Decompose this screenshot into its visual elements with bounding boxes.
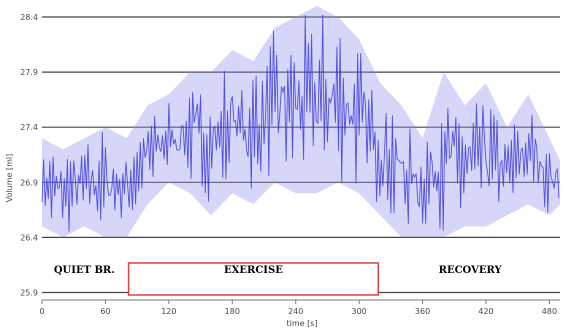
- exercise-box: [127, 262, 380, 296]
- phase-label: RECOVERY: [439, 265, 503, 276]
- y-axis: 25.9 26.4 26.9 27.4 27.9 28.4: [20, 13, 38, 297]
- x-axis-title: time [s]: [286, 319, 317, 328]
- x-tick-label: 480: [542, 307, 557, 316]
- x-tick-label: 240: [288, 307, 303, 316]
- y-tick-label: 28.4: [20, 13, 38, 22]
- x-tick-label: 120: [161, 307, 176, 316]
- x-tick-label: 300: [352, 307, 367, 316]
- grid-lines: [42, 16, 560, 294]
- y-tick-label: 27.9: [20, 68, 38, 77]
- phase-label: QUIET BR.: [54, 265, 115, 276]
- phase-label: EXERCISE: [224, 265, 283, 276]
- volume-series: [41, 6, 560, 238]
- y-tick-label: 26.4: [20, 233, 38, 242]
- x-tick-label: 180: [225, 307, 240, 316]
- y-tick-label: 25.9: [20, 288, 38, 297]
- y-tick-label: 27.4: [20, 123, 38, 132]
- x-tick-label: 60: [100, 307, 110, 316]
- x-tick-label: 0: [39, 307, 44, 316]
- volume-line: [41, 14, 560, 232]
- y-tick-label: 26.9: [20, 178, 38, 187]
- phase-labels: QUIET BR. EXERCISE RECOVERY: [54, 262, 503, 296]
- y-axis-title: Volume [ml]: [5, 154, 14, 203]
- x-axis: 0 60 120 180 240 300 360 420 480: [39, 299, 560, 316]
- x-tick-label: 360: [415, 307, 430, 316]
- x-tick-label: 420: [478, 307, 493, 316]
